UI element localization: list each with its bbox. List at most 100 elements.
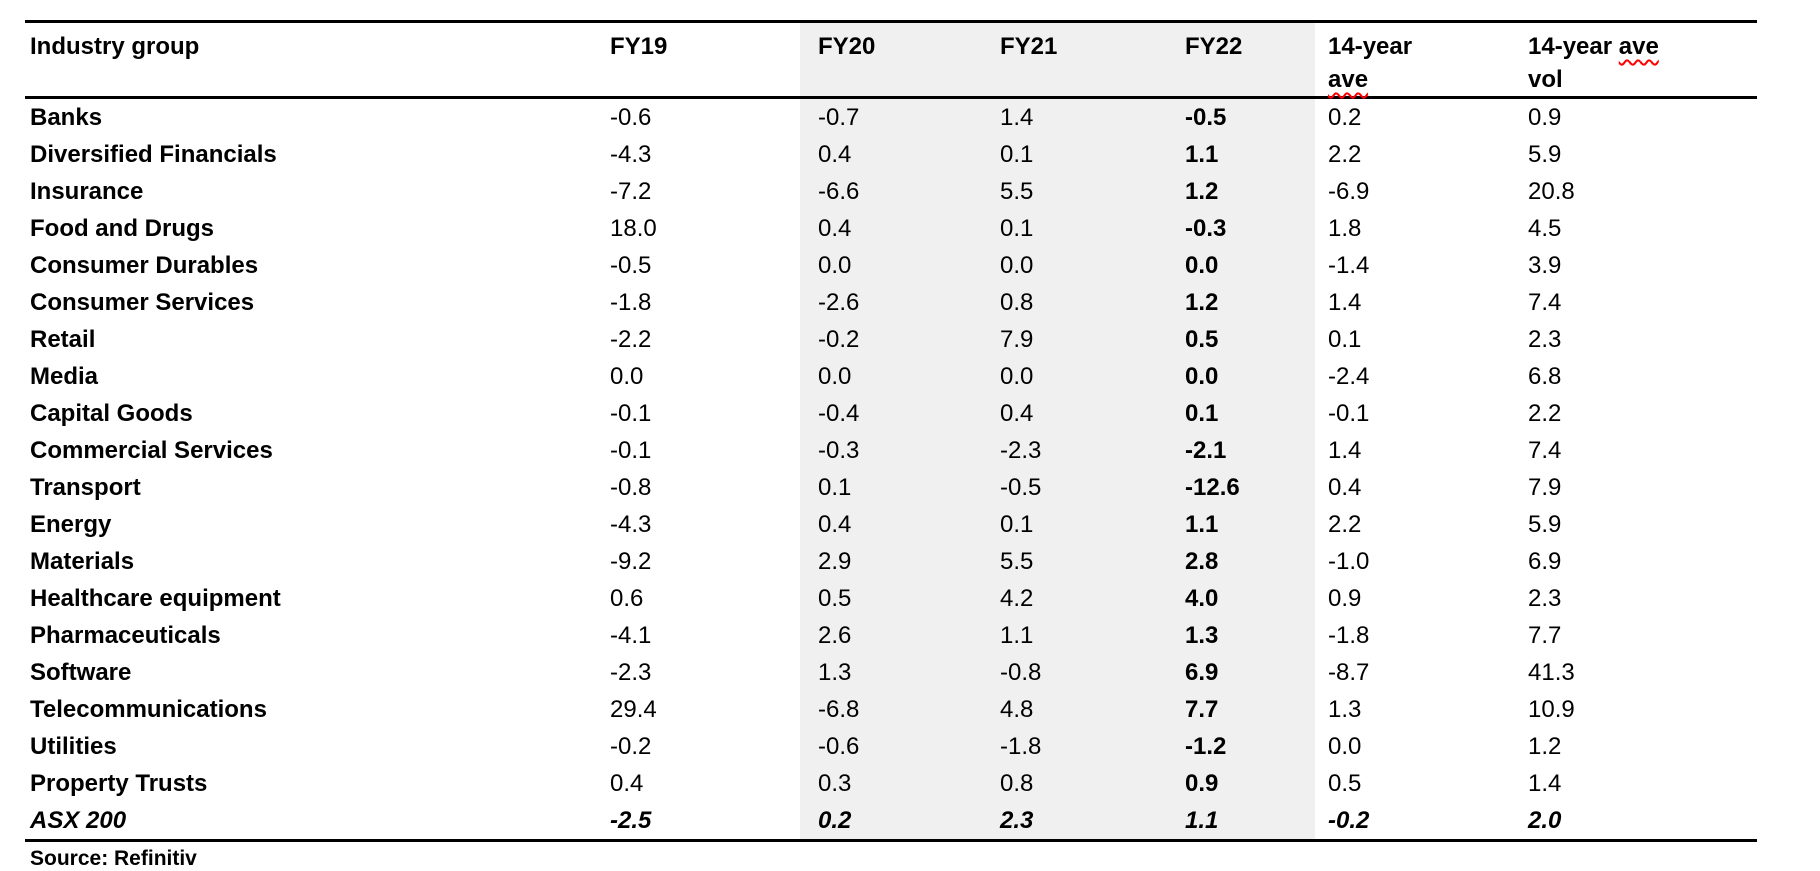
vol14-value-cell: 7.4	[1528, 437, 1562, 464]
fy19-value-cell: 0.0	[610, 363, 644, 390]
industry-name-cell: Pharmaceuticals	[30, 622, 221, 649]
industry-name-cell: Commercial Services	[30, 437, 273, 464]
header-industry-group: Industry group	[30, 33, 200, 60]
industry-name-cell: Software	[30, 659, 132, 686]
table-row: Software -2.3 1.3 -0.8 6.9 -8.7 41.3	[25, 654, 1757, 691]
fy19-value-cell: -2.3	[610, 659, 652, 686]
fy20-value-cell: -0.6	[800, 728, 990, 765]
fy20-value-cell: 1.3	[800, 654, 990, 691]
fy20-value-cell: 0.5	[800, 580, 990, 617]
ave14-value-cell: 0.2	[1328, 104, 1362, 131]
industry-returns-table-container: Industry group FY19 FY20 FY21 FY22 14-ye…	[25, 20, 1757, 842]
vol14-value-cell: 41.3	[1528, 659, 1575, 686]
vol14-value-cell: 2.0	[1528, 807, 1562, 834]
vol14-value-cell: 6.8	[1528, 363, 1562, 390]
ave14-value-cell: 0.1	[1328, 326, 1362, 353]
fy19-value-cell: -0.5	[610, 252, 652, 279]
header-fy21: FY21	[990, 21, 1177, 98]
fy19-value-cell: -2.5	[610, 807, 652, 834]
industry-name-cell: Banks	[30, 104, 103, 131]
ave14-value-cell: -1.4	[1328, 252, 1370, 279]
fy22-value-cell: -2.1	[1177, 432, 1315, 469]
header-14-year-ave-vol: 14-year ave vol	[1520, 22, 1757, 98]
fy22-value-cell: 0.5	[1177, 321, 1315, 358]
ave14-value-cell: 2.2	[1328, 511, 1362, 538]
vol14-value-cell: 1.2	[1528, 733, 1562, 760]
ave14-value-cell: -1.8	[1328, 622, 1370, 649]
fy20-value-cell: -0.7	[800, 97, 990, 136]
vol14-value-cell: 2.3	[1528, 326, 1562, 353]
fy20-value-cell: -2.6	[800, 284, 990, 321]
vol14-value-cell: 1.4	[1528, 770, 1562, 797]
table-row: Banks -0.6 -0.7 1.4 -0.5 0.2 0.9	[25, 97, 1757, 136]
vol14-value-cell: 6.9	[1528, 548, 1562, 575]
header-fy20: FY20	[800, 21, 990, 98]
header-14-year-ave-vol-line1b-misspelled: ave	[1618, 33, 1659, 60]
header-14-year-ave-line2-misspelled: ave	[1328, 66, 1369, 93]
vol14-value-cell: 3.9	[1528, 252, 1562, 279]
header-fy22: FY22	[1177, 21, 1315, 98]
fy21-value-cell: 1.4	[990, 97, 1177, 136]
ave14-value-cell: -1.0	[1328, 548, 1370, 575]
fy19-value-cell: -2.2	[610, 326, 652, 353]
fy22-value-cell: 0.0	[1177, 247, 1315, 284]
table-row: Healthcare equipment 0.6 0.5 4.2 4.0 0.9…	[25, 580, 1757, 617]
fy20-value-cell: 0.0	[800, 247, 990, 284]
fy22-value-cell: 1.2	[1177, 284, 1315, 321]
fy21-value-cell: -0.5	[990, 469, 1177, 506]
fy22-value-cell: -0.5	[1177, 97, 1315, 136]
ave14-value-cell: 0.0	[1328, 733, 1362, 760]
fy21-value-cell: 0.1	[990, 210, 1177, 247]
header-14-year-ave-line1: 14-year	[1328, 33, 1413, 60]
table-row: Utilities -0.2 -0.6 -1.8 -1.2 0.0 1.2	[25, 728, 1757, 765]
industry-name-cell: Retail	[30, 326, 96, 353]
fy21-value-cell: 5.5	[990, 543, 1177, 580]
table-header-row: Industry group FY19 FY20 FY21 FY22 14-ye…	[25, 21, 1757, 98]
table-row: Telecommunications 29.4 -6.8 4.8 7.7 1.3…	[25, 691, 1757, 728]
table-row: Pharmaceuticals -4.1 2.6 1.1 1.3 -1.8 7.…	[25, 617, 1757, 654]
vol14-value-cell: 0.9	[1528, 104, 1562, 131]
fy21-value-cell: 5.5	[990, 173, 1177, 210]
fy22-value-cell: 1.2	[1177, 173, 1315, 210]
fy20-value-cell: -6.6	[800, 173, 990, 210]
source-caption: Source: Refinitiv	[30, 847, 197, 870]
fy20-value-cell: 0.2	[800, 802, 990, 841]
vol14-value-cell: 10.9	[1528, 696, 1575, 723]
vol14-value-cell: 7.9	[1528, 474, 1562, 501]
fy22-value-cell: 1.1	[1177, 506, 1315, 543]
fy21-value-cell: 2.3	[990, 802, 1177, 841]
ave14-value-cell: 0.4	[1328, 474, 1362, 501]
industry-name-cell: Telecommunications	[30, 696, 267, 723]
vol14-value-cell: 7.7	[1528, 622, 1562, 649]
ave14-value-cell: -2.4	[1328, 363, 1370, 390]
fy21-value-cell: 0.0	[990, 358, 1177, 395]
fy19-value-cell: 18.0	[610, 215, 657, 242]
table-row: Materials -9.2 2.9 5.5 2.8 -1.0 6.9	[25, 543, 1757, 580]
fy20-value-cell: 2.9	[800, 543, 990, 580]
fy22-value-cell: 4.0	[1177, 580, 1315, 617]
fy20-value-cell: 2.6	[800, 617, 990, 654]
industry-name-cell: Consumer Durables	[30, 252, 259, 279]
industry-name-cell: Property Trusts	[30, 770, 208, 797]
fy21-value-cell: 0.0	[990, 247, 1177, 284]
industry-name-cell: Insurance	[30, 178, 144, 205]
vol14-value-cell: 2.2	[1528, 400, 1562, 427]
ave14-value-cell: -0.1	[1328, 400, 1370, 427]
industry-name-cell: ASX 200	[30, 807, 127, 834]
industry-name-cell: Diversified Financials	[30, 141, 277, 168]
fy21-value-cell: 4.8	[990, 691, 1177, 728]
fy22-value-cell: 6.9	[1177, 654, 1315, 691]
fy20-value-cell: 0.1	[800, 469, 990, 506]
table-row: Transport -0.8 0.1 -0.5 -12.6 0.4 7.9	[25, 469, 1757, 506]
fy20-value-cell: 0.4	[800, 136, 990, 173]
fy22-value-cell: 7.7	[1177, 691, 1315, 728]
table-row: Food and Drugs 18.0 0.4 0.1 -0.3 1.8 4.5	[25, 210, 1757, 247]
ave14-value-cell: 1.3	[1328, 696, 1362, 723]
industry-name-cell: Utilities	[30, 733, 117, 760]
fy20-value-cell: 0.4	[800, 210, 990, 247]
industry-name-cell: Energy	[30, 511, 112, 538]
fy21-value-cell: -0.8	[990, 654, 1177, 691]
ave14-value-cell: 2.2	[1328, 141, 1362, 168]
fy19-value-cell: -4.3	[610, 511, 652, 538]
fy19-value-cell: -4.3	[610, 141, 652, 168]
